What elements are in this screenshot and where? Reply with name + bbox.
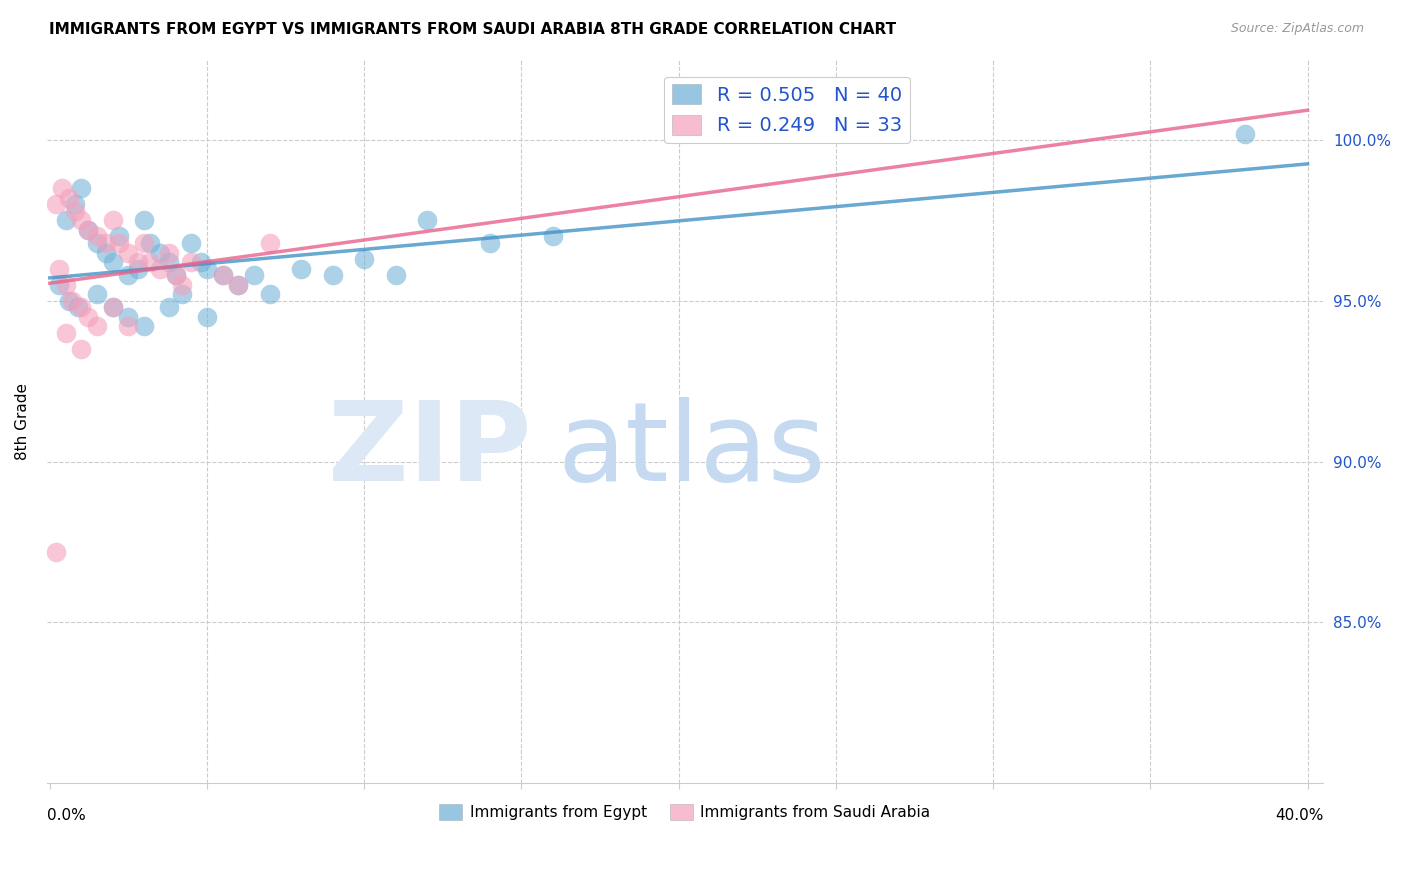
Legend: Immigrants from Egypt, Immigrants from Saudi Arabia: Immigrants from Egypt, Immigrants from S… [433, 797, 936, 826]
Point [86, 235, 108, 250]
Point [134, 235, 156, 250]
Point [108, 229, 131, 244]
Point [165, 268, 187, 282]
Point [101, 300, 124, 314]
Point [290, 261, 312, 276]
Point [416, 213, 439, 227]
Point [86, 287, 108, 301]
Point [48, 261, 70, 276]
Point [165, 268, 187, 282]
Point [127, 261, 149, 276]
Point [117, 319, 139, 334]
Point [149, 245, 172, 260]
Point [479, 235, 502, 250]
Point [180, 255, 202, 269]
Point [55, 326, 77, 340]
Point [70, 181, 93, 195]
Point [76, 310, 98, 324]
Point [353, 252, 375, 266]
Point [58, 191, 80, 205]
Text: Source: ZipAtlas.com: Source: ZipAtlas.com [1230, 22, 1364, 36]
Point [211, 268, 233, 282]
Point [134, 213, 156, 227]
Y-axis label: 8th Grade: 8th Grade [15, 383, 30, 459]
Point [170, 287, 193, 301]
Point [139, 235, 162, 250]
Point [259, 287, 281, 301]
Point [55, 277, 77, 292]
Point [195, 310, 218, 324]
Point [45, 544, 67, 558]
Point [259, 235, 281, 250]
Point [76, 223, 98, 237]
Text: 0.0%: 0.0% [46, 808, 86, 823]
Point [45, 197, 67, 211]
Point [108, 235, 131, 250]
Point [228, 277, 250, 292]
Point [384, 268, 406, 282]
Point [322, 268, 344, 282]
Point [541, 229, 564, 244]
Point [134, 319, 156, 334]
Point [67, 300, 90, 314]
Point [117, 245, 139, 260]
Point [58, 293, 80, 308]
Point [86, 229, 108, 244]
Point [55, 213, 77, 227]
Point [63, 197, 86, 211]
Point [117, 310, 139, 324]
Point [195, 261, 218, 276]
Point [139, 255, 162, 269]
Point [157, 255, 180, 269]
Point [51, 181, 73, 195]
Point [228, 277, 250, 292]
Point [70, 300, 93, 314]
Text: IMMIGRANTS FROM EGYPT VS IMMIGRANTS FROM SAUDI ARABIA 8TH GRADE CORRELATION CHAR: IMMIGRANTS FROM EGYPT VS IMMIGRANTS FROM… [49, 22, 897, 37]
Point [96, 245, 118, 260]
Point [101, 213, 124, 227]
Point [157, 245, 180, 260]
Point [190, 255, 212, 269]
Point [127, 255, 149, 269]
Point [243, 268, 266, 282]
Point [157, 300, 180, 314]
Point [180, 235, 202, 250]
Point [101, 300, 124, 314]
Point [63, 203, 86, 218]
Point [101, 255, 124, 269]
Point [76, 223, 98, 237]
Point [117, 268, 139, 282]
Point [96, 235, 118, 250]
Point [70, 342, 93, 356]
Text: atlas: atlas [557, 397, 825, 504]
Text: ZIP: ZIP [329, 397, 531, 504]
Point [70, 213, 93, 227]
Text: 40.0%: 40.0% [1275, 808, 1323, 823]
Point [48, 277, 70, 292]
Point [149, 261, 172, 276]
Point [170, 277, 193, 292]
Point [1233, 127, 1256, 141]
Point [86, 319, 108, 334]
Point [60, 293, 83, 308]
Point [211, 268, 233, 282]
